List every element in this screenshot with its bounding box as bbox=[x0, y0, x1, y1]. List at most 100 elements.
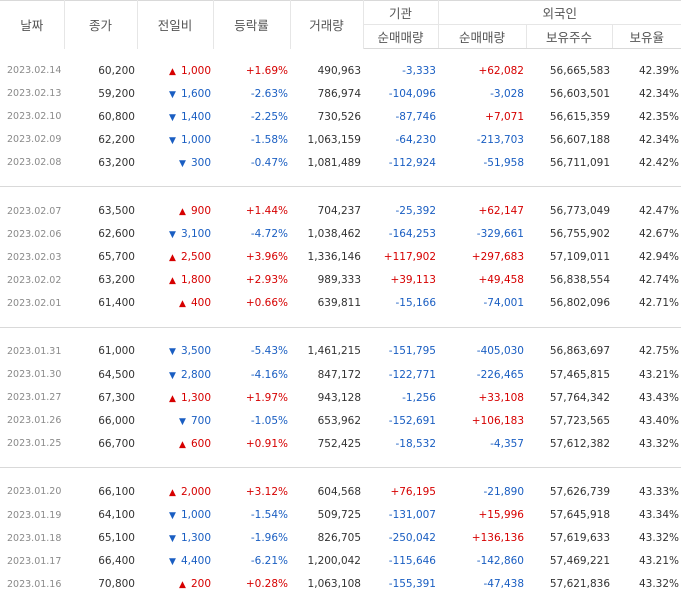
change-value: 1,300 bbox=[180, 391, 211, 404]
table-row: 2023.02.03 65,700 ▲ 2,500 +3.96% 1,336,146 +11… bbox=[0, 246, 681, 269]
date-cell: 2023.01.18 bbox=[7, 532, 62, 544]
change-cell: ▼ 1,600 bbox=[137, 82, 213, 105]
institution-net-cell: -112,924 bbox=[388, 156, 436, 169]
foreign-net-cell: +62,082 bbox=[478, 64, 524, 77]
table-row: 2023.01.25 66,700 ▲ 600 +0.91% 752,425 -18,532… bbox=[0, 432, 681, 455]
table-row: 2023.02.01 61,400 ▲ 400 +0.66% 639,811 -15,166… bbox=[0, 292, 681, 315]
close-cell: 70,800 bbox=[98, 578, 135, 591]
table-row: 2023.01.30 64,500 ▼ 2,800 -4.16% 847,172 -122,… bbox=[0, 363, 681, 386]
change-cell: ▲ 900 bbox=[137, 199, 213, 222]
date-cell: 2023.02.03 bbox=[7, 251, 62, 263]
change-value: 2,000 bbox=[180, 485, 211, 498]
foreign-hold-cell: 57,645,918 bbox=[549, 509, 610, 522]
foreign-ratio-cell: 43.21% bbox=[638, 555, 679, 568]
table-row: 2023.01.27 67,300 ▲ 1,300 +1.97% 943,128 -1,25… bbox=[0, 386, 681, 409]
foreign-hold-cell: 56,607,188 bbox=[549, 133, 610, 146]
triangle-down-icon: ▼ bbox=[169, 557, 176, 568]
foreign-net-cell: +297,683 bbox=[471, 251, 524, 264]
rate-cell: -2.63% bbox=[250, 87, 288, 100]
close-cell: 67,300 bbox=[98, 391, 135, 404]
foreign-ratio-cell: 43.32% bbox=[638, 437, 679, 450]
table-row: 2023.01.31 61,000 ▼ 3,500 -5.43% 1,461,215 -15… bbox=[0, 340, 681, 363]
volume-cell: 730,526 bbox=[317, 110, 361, 123]
rate-cell: -2.25% bbox=[250, 110, 288, 123]
foreign-ratio-cell: 42.75% bbox=[638, 345, 679, 358]
foreign-hold-cell: 57,469,221 bbox=[549, 555, 610, 568]
triangle-up-icon: ▲ bbox=[169, 66, 176, 77]
change-cell: ▼ 1,000 bbox=[137, 504, 213, 527]
date-cell: 2023.01.31 bbox=[7, 345, 62, 357]
foreign-hold-cell: 56,755,902 bbox=[549, 228, 610, 241]
foreign-net-cell: -213,703 bbox=[476, 133, 524, 146]
table-row: 2023.02.02 63,200 ▲ 1,800 +2.93% 989,333 +39,1… bbox=[0, 269, 681, 292]
table-row: 2023.02.08 63,200 ▼ 300 -0.47% 1,081,489 -112,… bbox=[0, 151, 681, 174]
close-cell: 62,600 bbox=[98, 228, 135, 241]
foreign-net-cell: +49,458 bbox=[478, 274, 524, 287]
foreign-net-cell: -4,357 bbox=[490, 437, 524, 450]
foreign-hold-cell: 56,838,554 bbox=[549, 274, 610, 287]
foreign-ratio-cell: 42.94% bbox=[638, 251, 679, 264]
table-row: 2023.02.14 60,200 ▲ 1,000 +1.69% 490,963 -3,33… bbox=[0, 59, 681, 82]
date-cell: 2023.02.01 bbox=[7, 297, 62, 309]
foreign-hold-cell: 56,802,096 bbox=[549, 297, 610, 310]
table-row: 2023.01.18 65,100 ▼ 1,300 -1.96% 826,705 -250,… bbox=[0, 527, 681, 550]
rate-cell: +0.91% bbox=[245, 437, 288, 450]
institution-net-cell: -64,230 bbox=[395, 133, 436, 146]
change-value: 3,100 bbox=[180, 228, 211, 241]
change-value: 700 bbox=[190, 414, 211, 427]
foreign-ratio-cell: 42.47% bbox=[638, 205, 679, 218]
foreign-net-cell: -3,028 bbox=[490, 87, 524, 100]
volume-cell: 1,063,108 bbox=[307, 578, 361, 591]
close-cell: 65,100 bbox=[98, 532, 135, 545]
header-foreigner: 외국인 bbox=[438, 0, 681, 25]
change-value: 1,600 bbox=[180, 87, 211, 100]
close-cell: 59,200 bbox=[98, 87, 135, 100]
date-cell: 2023.02.07 bbox=[7, 205, 62, 217]
foreign-net-cell: -405,030 bbox=[476, 345, 524, 358]
institution-net-cell: -1,256 bbox=[402, 391, 436, 404]
rate-cell: -4.72% bbox=[250, 228, 288, 241]
rate-cell: +3.96% bbox=[245, 251, 288, 264]
triangle-up-icon: ▲ bbox=[169, 253, 176, 264]
change-value: 3,500 bbox=[180, 345, 211, 358]
header-rate: 등락률 bbox=[213, 0, 291, 49]
header-foreign-hold: 보유주수 bbox=[526, 24, 613, 49]
volume-cell: 1,038,462 bbox=[307, 228, 361, 241]
triangle-down-icon: ▼ bbox=[169, 89, 176, 100]
change-value: 1,400 bbox=[180, 110, 211, 123]
date-cell: 2023.02.06 bbox=[7, 228, 62, 240]
triangle-down-icon: ▼ bbox=[169, 511, 176, 522]
institution-net-cell: -15,166 bbox=[395, 297, 436, 310]
close-cell: 64,100 bbox=[98, 509, 135, 522]
volume-cell: 509,725 bbox=[317, 509, 361, 522]
foreign-net-cell: +106,183 bbox=[471, 414, 524, 427]
foreign-net-cell: +15,996 bbox=[478, 509, 524, 522]
rate-cell: +0.28% bbox=[245, 578, 288, 591]
triangle-up-icon: ▲ bbox=[179, 580, 186, 591]
institution-net-cell: -155,391 bbox=[388, 578, 436, 591]
triangle-down-icon: ▼ bbox=[169, 135, 176, 146]
foreign-ratio-cell: 43.32% bbox=[638, 578, 679, 591]
foreign-ratio-cell: 43.34% bbox=[638, 509, 679, 522]
triangle-up-icon: ▲ bbox=[169, 487, 176, 498]
close-cell: 66,700 bbox=[98, 437, 135, 450]
close-cell: 63,200 bbox=[98, 156, 135, 169]
institution-net-cell: -87,746 bbox=[395, 110, 436, 123]
foreign-hold-cell: 56,665,583 bbox=[549, 64, 610, 77]
change-cell: ▼ 1,000 bbox=[137, 128, 213, 151]
table-row: 2023.02.10 60,800 ▼ 1,400 -2.25% 730,526 -87,7… bbox=[0, 105, 681, 128]
change-cell: ▼ 2,800 bbox=[137, 363, 213, 386]
table-row: 2023.02.07 63,500 ▲ 900 +1.44% 704,237 -25,392… bbox=[0, 199, 681, 222]
change-cell: ▲ 400 bbox=[137, 292, 213, 315]
change-value: 300 bbox=[190, 156, 211, 169]
institution-net-cell: -104,096 bbox=[388, 87, 436, 100]
change-cell: ▲ 200 bbox=[137, 573, 213, 596]
date-cell: 2023.01.27 bbox=[7, 392, 62, 404]
rate-cell: -1.96% bbox=[250, 532, 288, 545]
close-cell: 63,500 bbox=[98, 205, 135, 218]
triangle-down-icon: ▼ bbox=[169, 534, 176, 545]
volume-cell: 1,200,042 bbox=[307, 555, 361, 568]
row-spacer bbox=[0, 468, 681, 480]
header-foreign-net: 순매매량 bbox=[438, 24, 527, 49]
